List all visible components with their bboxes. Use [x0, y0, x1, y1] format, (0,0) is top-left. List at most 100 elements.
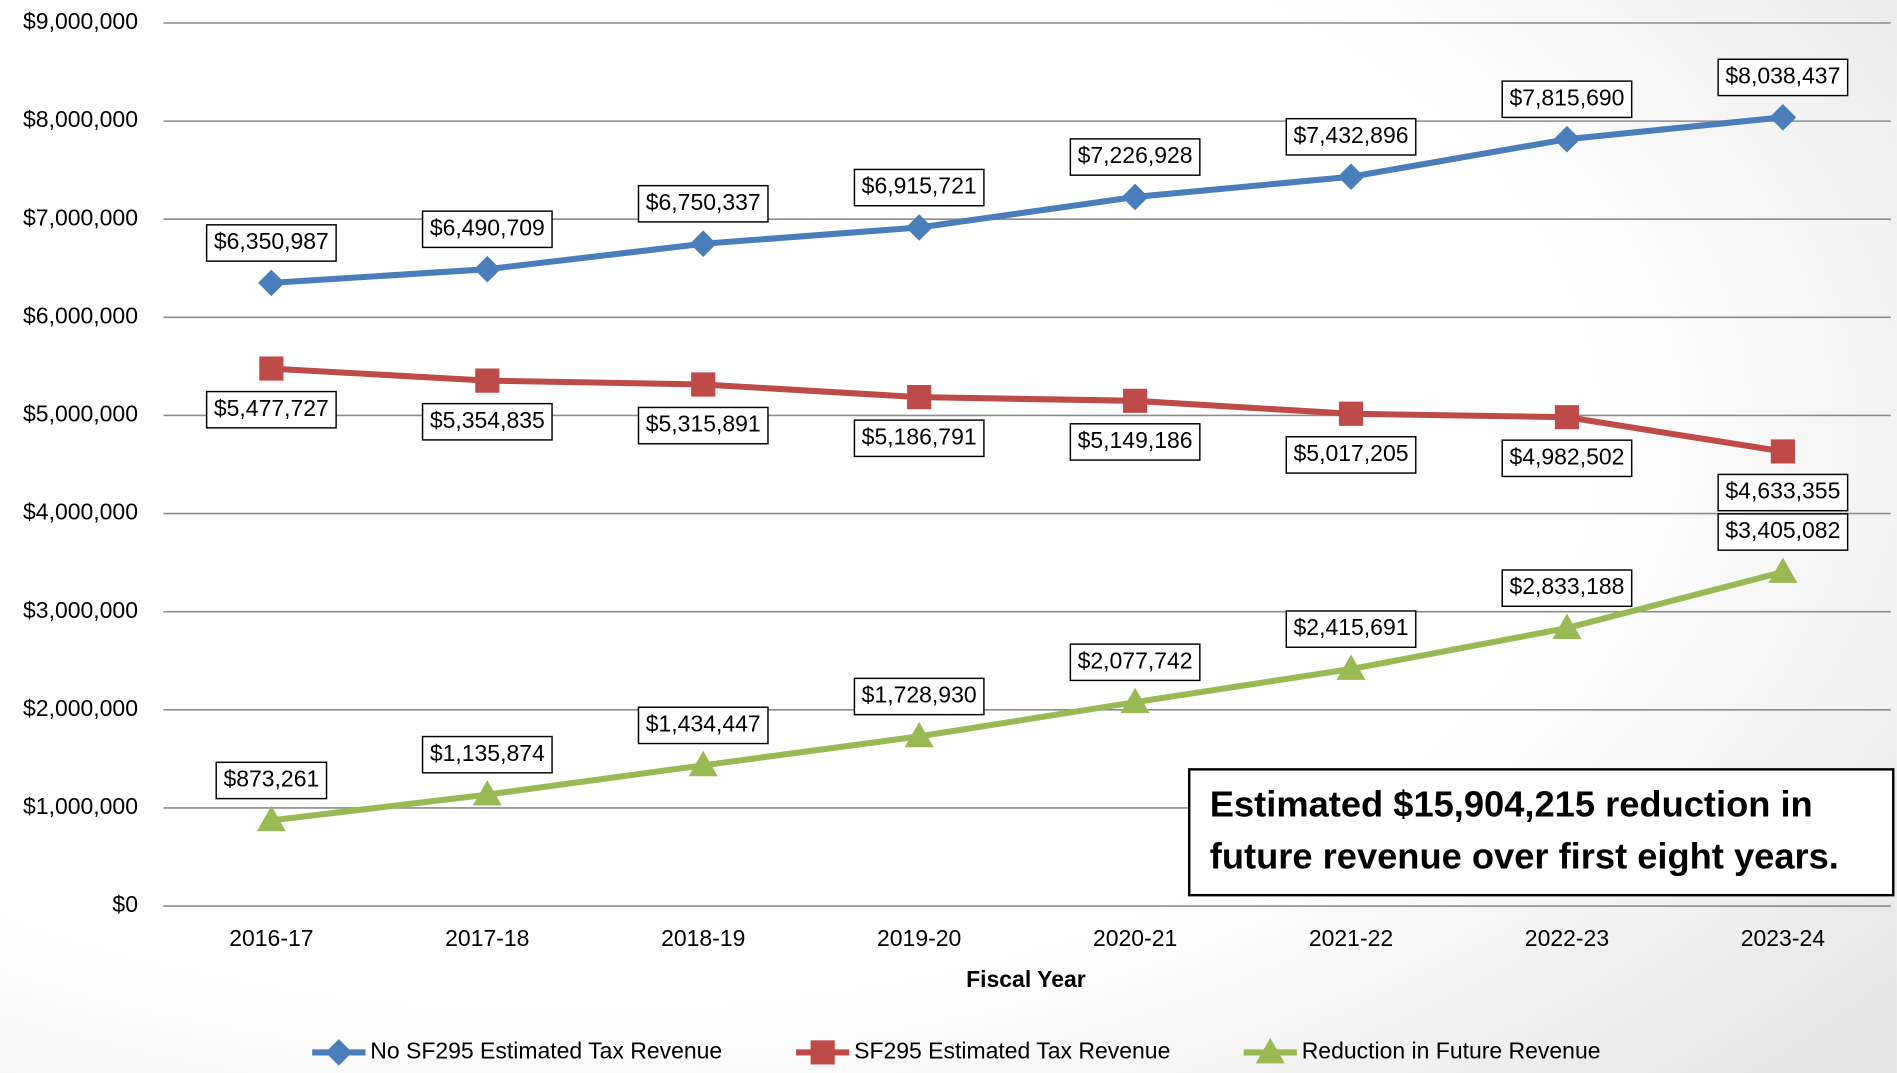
y-tick-label: $0: [112, 891, 138, 917]
data-label-box: [853, 168, 985, 207]
data-label-box: [1501, 569, 1633, 608]
x-tick-label: 2019-20: [877, 925, 961, 951]
data-label-box: [1501, 80, 1633, 119]
data-label: $5,315,891: [646, 411, 761, 437]
marker: [473, 255, 501, 283]
data-label-box: [1285, 436, 1417, 474]
y-tick-label: $7,000,000: [23, 204, 138, 230]
x-tick-label: 2016-17: [229, 925, 313, 951]
marker: [256, 805, 286, 832]
data-label-box: [215, 761, 328, 800]
x-tick-label: 2017-18: [445, 925, 529, 951]
series-line: [271, 365, 1784, 455]
marker: [1553, 125, 1581, 153]
legend-marker: [810, 1040, 835, 1065]
marker: [472, 780, 502, 806]
marker: [688, 750, 718, 777]
data-label: $7,432,896: [1294, 122, 1409, 148]
y-tick-label: $4,000,000: [23, 499, 138, 525]
y-tick-label: $9,000,000: [23, 8, 138, 34]
marker: [1336, 654, 1366, 680]
annotation-text: future revenue over first eight years.: [1210, 835, 1839, 876]
data-label: $5,149,186: [1078, 427, 1193, 453]
marker: [1121, 183, 1149, 211]
data-label-box: [421, 210, 553, 249]
data-label: $6,915,721: [862, 173, 977, 199]
data-label-box: [205, 224, 337, 262]
data-label: $4,633,355: [1725, 478, 1840, 504]
x-tick-label: 2018-19: [661, 925, 745, 951]
marker: [1122, 388, 1148, 413]
marker: [1552, 613, 1582, 639]
legend-label: No SF295 Estimated Tax Revenue: [370, 1038, 722, 1064]
series-line: [271, 569, 1784, 824]
data-label: $1,728,930: [862, 682, 977, 708]
data-label-box: [1069, 643, 1201, 682]
annotation-box: [1188, 768, 1895, 897]
marker: [1120, 687, 1150, 714]
marker: [1768, 557, 1798, 583]
marker: [907, 385, 932, 410]
series-line: [271, 114, 1784, 286]
data-label-box: [1069, 423, 1201, 461]
legend-label: Reduction in Future Revenue: [1302, 1038, 1601, 1064]
data-label: $5,186,791: [862, 423, 977, 449]
data-label: $5,477,727: [214, 395, 329, 421]
data-label: $4,982,502: [1509, 443, 1624, 469]
data-label: $8,038,437: [1725, 62, 1840, 88]
data-label: $7,226,928: [1078, 142, 1193, 168]
data-label: $2,833,188: [1509, 573, 1624, 599]
data-label: $6,350,987: [214, 228, 329, 254]
y-tick-label: $2,000,000: [23, 695, 138, 721]
data-label-box: [637, 706, 769, 745]
x-axis-label: Fiscal Year: [966, 966, 1086, 992]
data-label: $2,415,691: [1294, 614, 1409, 640]
x-tick-label: 2023-24: [1741, 925, 1826, 951]
data-label-box: [637, 406, 769, 445]
data-label: $873,261: [223, 766, 319, 792]
x-tick-label: 2020-21: [1093, 925, 1177, 951]
marker: [689, 230, 717, 258]
data-label-box: [205, 390, 337, 429]
data-label-box: [421, 735, 553, 774]
legend-marker: [325, 1039, 353, 1066]
annotation-text: Estimated $15,904,215 reduction in: [1210, 783, 1813, 824]
data-label-box: [421, 402, 553, 441]
y-tick-label: $6,000,000: [23, 302, 138, 328]
marker: [905, 214, 933, 241]
data-label-box: [1285, 610, 1417, 648]
data-label: $6,490,709: [430, 214, 545, 240]
marker: [259, 356, 284, 381]
y-tick-label: $5,000,000: [23, 401, 138, 427]
data-label: $5,354,835: [430, 407, 545, 433]
data-label: $1,434,447: [646, 710, 761, 736]
marker: [691, 372, 716, 397]
marker: [904, 721, 934, 748]
marker: [258, 269, 285, 297]
data-label-box: [853, 677, 985, 716]
data-label-box: [1717, 58, 1849, 97]
x-tick-label: 2021-22: [1309, 925, 1393, 951]
y-tick-label: $3,000,000: [23, 597, 138, 623]
data-label-box: [1717, 513, 1849, 551]
data-label-box: [853, 419, 985, 458]
data-label: $7,815,690: [1509, 84, 1624, 110]
data-label-box: [1717, 473, 1849, 512]
marker: [1770, 439, 1795, 464]
data-label: $3,405,082: [1725, 517, 1840, 543]
marker: [1338, 401, 1364, 426]
data-label-box: [1285, 117, 1417, 156]
data-label-box: [1069, 138, 1201, 176]
y-tick-label: $8,000,000: [23, 106, 138, 132]
data-label: $1,135,874: [430, 740, 545, 766]
data-label: $6,750,337: [646, 189, 761, 215]
y-tick-label: $1,000,000: [23, 793, 138, 819]
marker: [1337, 163, 1365, 191]
data-label-box: [1501, 439, 1633, 478]
legend-label: SF295 Estimated Tax Revenue: [854, 1038, 1170, 1064]
data-label-box: [637, 184, 769, 223]
marker: [1554, 405, 1580, 430]
